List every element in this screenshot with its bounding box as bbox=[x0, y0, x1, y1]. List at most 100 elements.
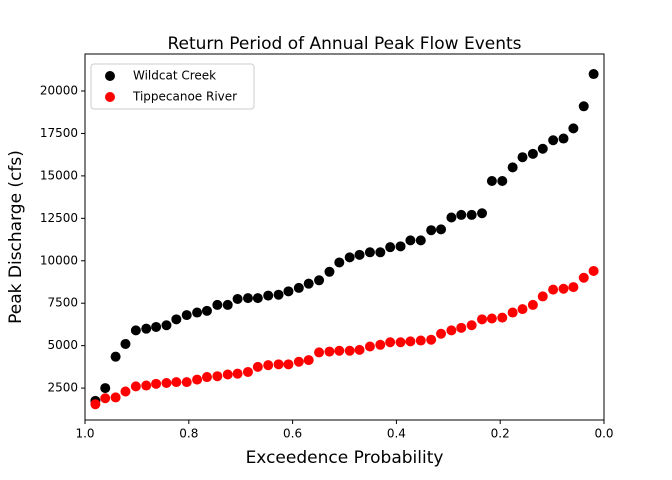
point bbox=[415, 235, 426, 246]
point bbox=[527, 148, 538, 159]
point bbox=[293, 282, 304, 293]
point bbox=[375, 339, 386, 350]
point bbox=[100, 393, 111, 404]
point bbox=[192, 307, 203, 318]
y-tick-label: 12500 bbox=[40, 211, 78, 225]
point bbox=[385, 337, 396, 348]
point bbox=[110, 392, 121, 403]
point bbox=[354, 249, 365, 260]
point bbox=[405, 336, 416, 347]
point bbox=[466, 209, 477, 220]
point bbox=[588, 265, 599, 276]
point bbox=[314, 347, 325, 358]
point bbox=[446, 325, 457, 336]
point bbox=[212, 371, 223, 382]
point bbox=[395, 337, 406, 348]
point bbox=[415, 335, 426, 346]
point bbox=[334, 257, 345, 268]
x-tick-label: 0.2 bbox=[491, 427, 510, 441]
point bbox=[232, 368, 243, 379]
plot-frame bbox=[84, 53, 605, 421]
legend-box bbox=[90, 63, 255, 110]
point bbox=[517, 152, 528, 163]
point bbox=[141, 380, 152, 391]
point bbox=[212, 299, 223, 310]
point bbox=[395, 241, 406, 252]
point bbox=[568, 123, 579, 134]
point bbox=[171, 377, 182, 388]
point bbox=[344, 345, 355, 356]
point bbox=[273, 289, 284, 300]
point bbox=[314, 275, 325, 286]
point bbox=[344, 252, 355, 263]
x-axis-label: Exceedence Probability bbox=[246, 448, 444, 468]
point bbox=[181, 377, 192, 388]
point bbox=[90, 399, 101, 410]
y-tick-label: 20000 bbox=[40, 84, 78, 98]
point bbox=[405, 235, 416, 246]
point bbox=[537, 291, 548, 302]
point bbox=[232, 293, 243, 304]
x-tick-label: 0.8 bbox=[179, 427, 198, 441]
point bbox=[303, 355, 314, 366]
point bbox=[385, 242, 396, 253]
point bbox=[517, 304, 528, 315]
point bbox=[537, 143, 548, 154]
x-tick-label: 0.4 bbox=[387, 427, 406, 441]
legend-marker bbox=[105, 71, 115, 81]
legend-label: Wildcat Creek bbox=[133, 69, 216, 83]
point bbox=[477, 208, 488, 219]
legend-marker bbox=[105, 92, 115, 102]
point bbox=[161, 320, 172, 331]
point bbox=[426, 334, 437, 345]
point bbox=[110, 351, 121, 362]
point bbox=[201, 372, 212, 383]
point bbox=[436, 224, 447, 235]
point bbox=[273, 359, 284, 370]
point bbox=[171, 314, 182, 325]
y-tick-label: 10000 bbox=[40, 253, 78, 267]
y-tick-label: 7500 bbox=[47, 296, 78, 310]
point bbox=[375, 247, 386, 258]
point bbox=[252, 361, 263, 372]
legend-label: Tippecanoe River bbox=[132, 90, 237, 104]
point bbox=[486, 175, 497, 186]
point bbox=[151, 321, 162, 332]
point bbox=[283, 359, 294, 370]
point bbox=[507, 162, 518, 173]
point bbox=[181, 310, 192, 321]
point bbox=[507, 307, 518, 318]
point bbox=[497, 175, 508, 186]
x-tick-label: 0.0 bbox=[594, 427, 613, 441]
y-axis-label: Peak Discharge (cfs) bbox=[6, 150, 26, 324]
point bbox=[242, 366, 253, 377]
y-tick-label: 15000 bbox=[40, 168, 78, 182]
point bbox=[497, 312, 508, 323]
point bbox=[242, 293, 253, 304]
point bbox=[151, 378, 162, 389]
point bbox=[130, 381, 141, 392]
point bbox=[558, 283, 569, 294]
point bbox=[324, 346, 335, 357]
point bbox=[222, 299, 233, 310]
x-tick-label: 0.6 bbox=[283, 427, 302, 441]
point bbox=[141, 323, 152, 334]
point bbox=[588, 69, 599, 80]
point bbox=[446, 212, 457, 223]
chart-title: Return Period of Annual Peak Flow Events bbox=[167, 34, 521, 54]
point bbox=[578, 101, 589, 112]
point bbox=[161, 377, 172, 388]
point bbox=[120, 386, 131, 397]
point bbox=[436, 328, 447, 339]
point bbox=[334, 345, 345, 356]
point bbox=[578, 272, 589, 283]
point bbox=[303, 278, 314, 289]
point bbox=[466, 320, 477, 331]
point bbox=[456, 322, 467, 333]
x-tick-label: 1.0 bbox=[75, 427, 94, 441]
point bbox=[283, 286, 294, 297]
point bbox=[130, 325, 141, 336]
point bbox=[222, 369, 233, 380]
